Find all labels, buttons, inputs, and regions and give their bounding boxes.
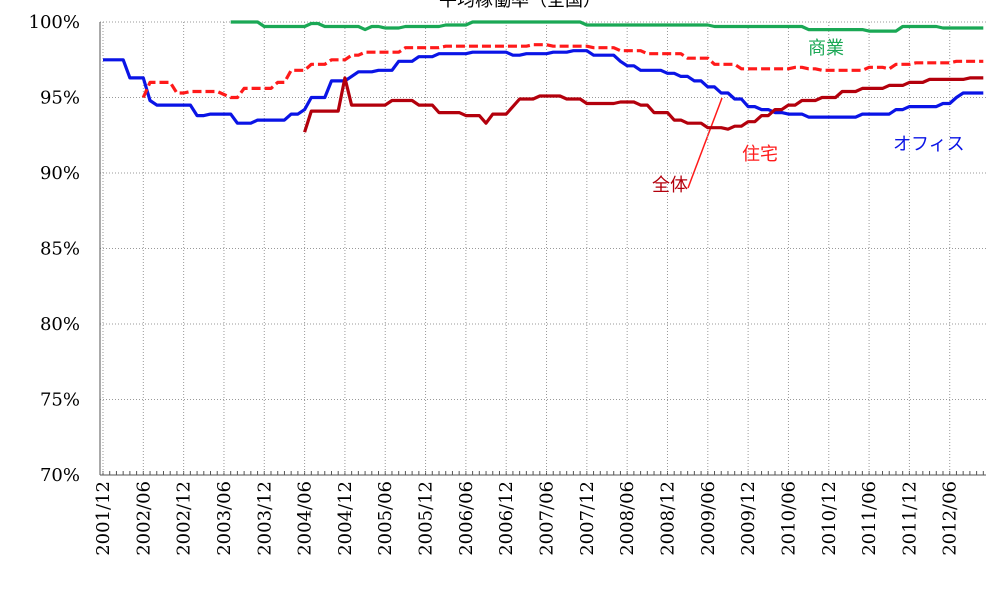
x-tick-label: 2006/06 <box>456 481 477 556</box>
x-tick-label: 2011/06 <box>859 481 880 556</box>
x-tick-label: 2009/12 <box>738 481 759 556</box>
x-tick-label: 2010/06 <box>778 481 799 556</box>
x-tick-label: 2009/06 <box>698 481 719 556</box>
x-tick-label: 2012/06 <box>940 481 961 556</box>
x-tick-label: 2010/12 <box>819 481 840 556</box>
series-label: オフィス <box>893 134 965 155</box>
y-tick-label: 75% <box>40 390 80 411</box>
annotation-pointer <box>687 97 723 189</box>
x-tick-label: 2011/12 <box>899 481 920 556</box>
x-tick-label: 2006/12 <box>496 481 517 556</box>
series-line <box>103 49 984 125</box>
series-line <box>230 20 984 33</box>
x-tick-label: 2007/12 <box>577 481 598 556</box>
x-tick-label: 2005/06 <box>375 481 396 556</box>
x-tick-label: 2008/12 <box>657 481 678 556</box>
x-tick-label: 2002/06 <box>133 481 154 556</box>
series-line <box>303 76 984 133</box>
x-tick-label: 2003/12 <box>254 481 275 556</box>
x-tick-label: 2008/06 <box>617 481 638 556</box>
x-tick-label: 2003/06 <box>214 481 235 556</box>
series-line <box>141 43 984 100</box>
y-tick-label: 95% <box>40 88 80 109</box>
x-tick-label: 2007/06 <box>537 481 558 556</box>
x-tick-label: 2004/06 <box>295 481 316 556</box>
y-tick-label: 85% <box>40 239 80 260</box>
chart-title: 平均稼働率（全国） <box>439 0 601 11</box>
x-tick-label: 2002/12 <box>174 481 195 556</box>
series-label: 住宅 <box>742 144 778 165</box>
y-tick-label: 70% <box>40 465 80 486</box>
series-label: 全体 <box>652 175 688 196</box>
series-label: 商業 <box>808 38 844 59</box>
x-tick-label: 2005/12 <box>416 481 437 556</box>
x-tick-label: 2001/12 <box>93 481 114 556</box>
x-tick-label: 2004/12 <box>335 481 356 556</box>
y-tick-label: 80% <box>40 314 80 335</box>
y-tick-label: 100% <box>29 12 80 33</box>
y-tick-label: 90% <box>40 163 80 184</box>
